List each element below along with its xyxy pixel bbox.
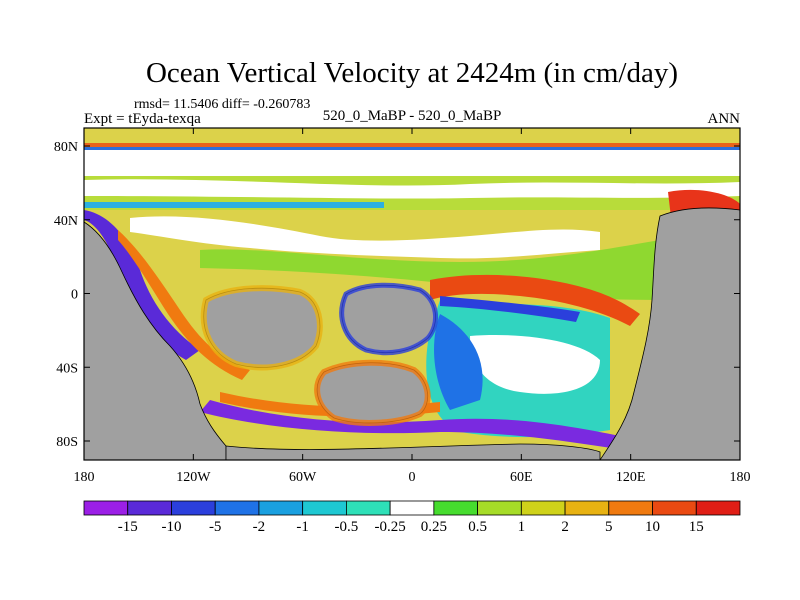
colorbar-label: 0.25: [421, 519, 447, 535]
x-tick-label: 0: [409, 470, 416, 485]
y-axis: 80N 40N 0 40S 80S: [54, 140, 740, 450]
colorbar-swatch: [477, 500, 522, 516]
arctic-blue-band: [84, 147, 740, 150]
y-tick-label: 80S: [56, 435, 78, 450]
equatorial-eddy-field: [430, 274, 640, 326]
colorbar-label: 10: [645, 519, 660, 535]
colorbar-swatch: [389, 500, 435, 516]
colorbar-swatch: [258, 500, 304, 516]
island-south-rim: [314, 359, 431, 426]
colorbar-swatch: [608, 500, 653, 516]
chart-title: Ocean Vertical Velocity at 2424m (in cm/…: [146, 57, 678, 89]
colorbar-swatch: [302, 500, 347, 516]
colorbar-swatch: [171, 500, 216, 516]
y-tick-label: 40S: [56, 361, 78, 376]
land-southern-strip: [225, 443, 601, 460]
colorbar-label: -10: [161, 519, 181, 535]
x-tick-label: 180: [74, 470, 95, 485]
colorbar-swatch: [214, 500, 260, 516]
colorbar-swatch: [520, 500, 566, 516]
season-label: ANN: [708, 111, 741, 127]
colorbar-label: 0.5: [468, 519, 487, 535]
western-boundary-band: [84, 210, 200, 360]
x-tick-label: 60W: [289, 470, 317, 485]
x-tick-label: 120W: [176, 470, 211, 485]
y-tick-label: 80N: [54, 140, 78, 155]
land-east: [599, 207, 740, 460]
colorbar-label: 1: [518, 519, 526, 535]
colorbar-label: -2: [253, 519, 266, 535]
equatorial-blue-streak: [440, 296, 580, 322]
island-west-rim: [200, 285, 323, 371]
southern-white-zone: [470, 335, 600, 394]
x-tick-label: 180: [730, 470, 751, 485]
colorbar-swatch: [652, 500, 697, 516]
experiment-label: Expt = tEyda-texqa: [84, 111, 201, 127]
y-tick-label: 0: [71, 288, 78, 303]
colorbar-swatch: [345, 500, 391, 516]
southern-blue-zone: [434, 314, 483, 410]
colorbar-label: -0.5: [335, 519, 359, 535]
colorbar-label: -1: [296, 519, 309, 535]
colorbar-label: -15: [118, 519, 138, 535]
central-white-zone: [130, 216, 600, 259]
arctic-white-zone: [84, 150, 740, 176]
colorbar-label: 5: [605, 519, 613, 535]
center-label: 520_0_MaBP - 520_0_MaBP: [323, 108, 502, 124]
colorbar-label: -5: [209, 519, 222, 535]
colorbar-swatch: [83, 500, 129, 516]
colorbar: -15 -10 -5 -2 -1 -0.5 -0.25 0.25 0.5 1 2 5 10 15: [83, 500, 741, 535]
colorbar-swatch: [564, 500, 610, 516]
colorbar-swatch: [695, 500, 741, 516]
southern-purple-band: [200, 400, 640, 452]
colorbar-swatch: [433, 500, 479, 516]
colorbar-label: 2: [561, 519, 569, 535]
stats-text: rmsd= 11.5406 diff= -0.260783: [134, 97, 310, 112]
y-tick-label: 40N: [54, 214, 78, 229]
x-tick-label: 60E: [510, 470, 533, 485]
land-west: [84, 221, 227, 460]
island-central-rim: [339, 282, 438, 356]
x-tick-label: 120E: [616, 470, 646, 485]
northern-white-zone: [84, 179, 740, 199]
colorbar-label: 15: [689, 519, 704, 535]
colorbar-swatch: [127, 500, 172, 516]
northern-blue-streak: [84, 202, 384, 208]
arctic-red-band: [84, 143, 740, 147]
map-panel: [84, 128, 740, 460]
colorbar-label: -0.25: [375, 519, 406, 535]
x-axis: 180 120W 60W 0 60E 120E 180: [74, 128, 751, 485]
